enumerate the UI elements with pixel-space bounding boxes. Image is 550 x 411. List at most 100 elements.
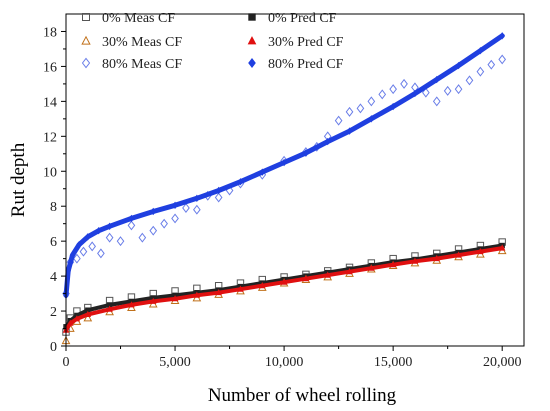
data-point — [84, 233, 91, 241]
data-point — [193, 204, 201, 215]
data-point — [67, 319, 74, 326]
data-point — [281, 158, 287, 167]
series-80-pred-cf — [63, 32, 506, 300]
y-tick-label: 10 — [43, 165, 57, 180]
legend-marker — [247, 36, 257, 45]
data-point — [324, 137, 331, 146]
data-point — [368, 115, 375, 123]
series-30-pred-cf — [62, 244, 506, 333]
data-point — [171, 213, 179, 224]
data-point — [389, 261, 397, 268]
x-tick-label: 10,000 — [265, 355, 304, 370]
y-tick-label: 2 — [50, 305, 57, 320]
data-point — [79, 246, 88, 257]
data-point — [73, 315, 81, 322]
data-point — [106, 305, 113, 312]
legend-label: 30% Meas CF — [102, 35, 182, 50]
y-tick-label: 18 — [43, 25, 57, 40]
data-point — [432, 96, 441, 107]
data-point — [303, 149, 309, 157]
data-point — [83, 313, 93, 322]
data-point — [259, 281, 266, 289]
data-point — [95, 226, 102, 235]
axes: 0 5,000 10,000 15,000 20,000 0 2 4 6 8 10 12 14 16 18 — [43, 13, 525, 370]
data-point — [378, 89, 387, 100]
data-point — [433, 75, 440, 84]
data-point — [498, 244, 506, 251]
data-point — [334, 115, 343, 126]
data-point — [116, 236, 125, 247]
data-point — [356, 103, 365, 114]
data-point — [454, 84, 463, 95]
plot-area — [61, 32, 507, 345]
data-point — [215, 288, 222, 296]
data-point — [127, 220, 136, 231]
data-point — [215, 186, 222, 195]
legend-marker — [248, 58, 256, 68]
data-point — [346, 268, 353, 275]
data-point — [302, 275, 310, 282]
data-point — [443, 85, 452, 96]
y-tick-label: 14 — [43, 95, 57, 110]
x-tick-label: 20,000 — [483, 355, 522, 370]
data-point — [280, 278, 288, 285]
data-point — [128, 214, 135, 223]
y-tick-label: 12 — [43, 130, 57, 145]
x-tick-label: 5,000 — [159, 355, 191, 370]
legend-label: 80% Pred CF — [268, 57, 344, 72]
legend-marker — [81, 57, 91, 69]
legend-label: 30% Pred CF — [268, 35, 344, 50]
data-point — [84, 310, 92, 318]
data-point — [455, 61, 462, 70]
data-point — [390, 102, 396, 111]
data-point — [182, 202, 190, 213]
data-point — [345, 106, 354, 117]
plot-frame — [65, 13, 525, 347]
legend-marker — [81, 35, 91, 45]
legend-label: 80% Meas CF — [102, 57, 182, 72]
data-point — [106, 222, 113, 230]
data-point — [433, 254, 441, 262]
data-point — [237, 178, 244, 186]
data-point — [138, 232, 147, 243]
legend-marker — [248, 13, 256, 21]
data-point — [477, 47, 484, 55]
data-point — [65, 267, 72, 275]
legend-marker — [82, 13, 90, 21]
data-point — [476, 66, 485, 77]
data-point — [150, 207, 157, 216]
data-point — [498, 54, 507, 65]
data-point — [194, 194, 200, 203]
legend: 0% Meas CF 0% Pred CF 30% Meas CF 30% Pred … — [81, 11, 344, 72]
data-point — [149, 297, 157, 304]
data-point — [172, 201, 178, 210]
x-tick-label: 15,000 — [374, 355, 413, 370]
y-axis-title: Rut depth — [8, 142, 29, 217]
data-point — [412, 89, 418, 98]
x-tick-label: 0 — [63, 355, 70, 370]
y-tick-label: 16 — [43, 60, 57, 75]
data-point — [389, 84, 397, 95]
data-point — [367, 96, 376, 107]
data-point — [128, 301, 135, 308]
data-point — [171, 295, 179, 302]
data-point — [400, 78, 408, 89]
data-point — [88, 241, 97, 252]
data-point — [346, 127, 353, 135]
data-point — [69, 251, 76, 259]
data-point — [214, 192, 223, 203]
y-tick-label: 8 — [50, 200, 57, 215]
data-point — [487, 59, 496, 70]
series-0-meas-cf — [62, 238, 506, 336]
data-point — [422, 87, 430, 98]
data-point — [76, 240, 82, 249]
data-point — [149, 225, 158, 236]
data-point — [324, 271, 331, 278]
data-point — [160, 218, 168, 229]
data-point — [465, 75, 474, 86]
data-point — [237, 285, 244, 292]
data-point — [193, 291, 201, 298]
data-point — [411, 257, 419, 264]
series-30-meas-cf — [61, 245, 507, 345]
